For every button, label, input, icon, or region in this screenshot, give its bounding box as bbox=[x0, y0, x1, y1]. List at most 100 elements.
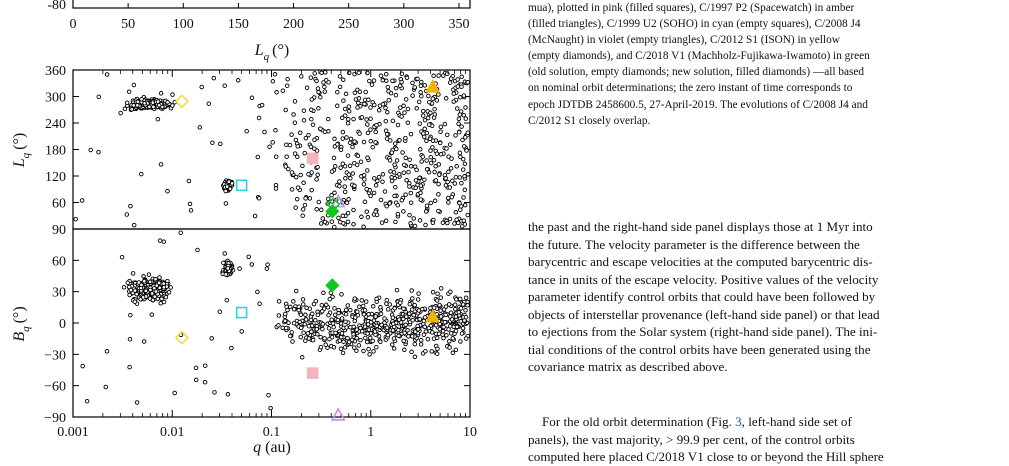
control-orbit-point bbox=[337, 74, 343, 79]
control-orbit-point bbox=[332, 306, 337, 311]
control-orbit-point bbox=[438, 124, 444, 130]
control-orbit-point bbox=[276, 299, 282, 304]
control-orbit-point bbox=[422, 324, 427, 330]
control-orbit-point bbox=[344, 135, 349, 140]
control-orbit-point bbox=[135, 103, 140, 108]
control-orbit-point bbox=[88, 147, 93, 153]
x-tick-label: 0.001 bbox=[57, 425, 89, 440]
control-orbit-point bbox=[462, 174, 467, 179]
control-orbit-point bbox=[431, 157, 437, 163]
control-orbit-point bbox=[276, 323, 281, 328]
control-orbit-point bbox=[352, 160, 357, 166]
figure-reference-link[interactable]: 3 bbox=[735, 414, 742, 429]
control-orbit-point bbox=[391, 336, 397, 341]
control-orbit-point bbox=[130, 271, 136, 276]
control-orbit-point bbox=[165, 99, 170, 105]
control-orbit-point bbox=[356, 100, 361, 106]
control-orbit-point bbox=[415, 76, 420, 82]
control-orbit-point bbox=[298, 325, 304, 331]
control-orbit-point bbox=[425, 115, 431, 121]
control-orbit-point bbox=[443, 176, 448, 181]
control-orbit-point bbox=[286, 320, 291, 326]
control-orbit-point bbox=[400, 150, 405, 155]
control-orbit-point bbox=[368, 116, 373, 121]
control-orbit-point bbox=[408, 221, 413, 226]
control-orbit-point bbox=[320, 326, 325, 332]
control-orbit-point bbox=[380, 78, 385, 83]
control-orbit-point bbox=[140, 295, 146, 300]
control-orbit-point bbox=[316, 89, 321, 95]
control-orbit-point bbox=[351, 324, 356, 330]
control-orbit-point bbox=[432, 198, 438, 204]
control-orbit-point bbox=[367, 78, 372, 84]
control-orbit-point bbox=[446, 302, 452, 307]
control-orbit-point bbox=[134, 400, 140, 405]
control-orbit-point bbox=[149, 312, 155, 317]
control-orbit-point bbox=[460, 167, 466, 172]
control-orbit-point bbox=[405, 328, 410, 333]
control-orbit-point bbox=[344, 325, 349, 330]
control-orbit-point bbox=[332, 312, 338, 318]
control-orbit-point bbox=[223, 201, 229, 206]
control-orbit-point bbox=[432, 106, 437, 112]
control-orbit-point bbox=[163, 294, 169, 300]
control-orbit-point bbox=[300, 207, 306, 212]
control-orbit-point bbox=[147, 279, 153, 285]
control-orbit-point bbox=[379, 220, 385, 225]
control-orbit-point bbox=[347, 163, 353, 169]
lq-panel: 360 300 240 180 120 60 Lq(°) bbox=[11, 64, 471, 230]
control-orbit-point bbox=[331, 345, 337, 350]
control-orbit-point bbox=[385, 84, 391, 90]
control-orbit-point bbox=[380, 172, 386, 177]
control-orbit-point bbox=[418, 83, 424, 89]
control-orbit-point bbox=[394, 158, 400, 163]
control-orbit-point bbox=[161, 281, 166, 286]
control-orbit-point bbox=[223, 272, 229, 277]
control-orbit-point bbox=[152, 294, 158, 299]
control-orbit-point bbox=[456, 121, 461, 127]
control-orbit-point bbox=[255, 154, 261, 160]
control-orbit-point bbox=[418, 90, 423, 95]
control-orbit-point bbox=[374, 344, 379, 350]
control-orbit-point bbox=[345, 117, 351, 122]
control-orbit-point bbox=[346, 70, 352, 76]
control-orbit-point bbox=[150, 100, 156, 105]
control-orbit-point bbox=[326, 326, 332, 331]
y-tick-label: 60 bbox=[52, 197, 66, 212]
control-orbit-point bbox=[351, 332, 356, 337]
control-orbit-point bbox=[302, 202, 308, 208]
control-orbit-point bbox=[318, 221, 324, 226]
control-orbit-point bbox=[453, 314, 459, 319]
control-orbit-point bbox=[448, 289, 453, 295]
control-orbit-point bbox=[314, 177, 319, 182]
control-orbit-point bbox=[443, 183, 449, 188]
control-orbit-point bbox=[366, 346, 371, 352]
y-tick-label: −60 bbox=[44, 380, 66, 395]
control-orbit-point bbox=[384, 325, 390, 330]
control-orbit-point bbox=[454, 164, 459, 169]
control-orbit-point bbox=[314, 326, 319, 332]
control-orbit-point bbox=[424, 158, 429, 163]
body-line: the past and the right-hand side panel d… bbox=[528, 219, 873, 234]
control-orbit-point bbox=[441, 73, 446, 78]
control-orbit-point bbox=[449, 156, 454, 161]
control-orbit-point bbox=[268, 405, 273, 411]
control-orbit-point bbox=[293, 205, 298, 210]
control-orbit-point bbox=[456, 116, 462, 122]
control-orbit-point bbox=[352, 183, 357, 189]
control-orbit-point bbox=[420, 154, 426, 159]
control-orbit-point bbox=[378, 305, 383, 310]
control-orbit-point bbox=[448, 76, 454, 81]
control-orbit-point bbox=[447, 142, 453, 147]
control-orbit-point bbox=[125, 280, 130, 285]
x-tick-label: 200 bbox=[283, 17, 304, 32]
control-orbit-point bbox=[292, 99, 298, 104]
control-orbit-point bbox=[436, 208, 441, 214]
control-orbit-point bbox=[361, 312, 367, 317]
control-orbit-point bbox=[411, 312, 416, 318]
control-orbit-point bbox=[407, 157, 412, 162]
control-orbit-point bbox=[463, 295, 469, 301]
control-orbit-point bbox=[146, 272, 152, 277]
control-orbit-point bbox=[393, 219, 398, 225]
control-orbit-point bbox=[229, 345, 234, 351]
